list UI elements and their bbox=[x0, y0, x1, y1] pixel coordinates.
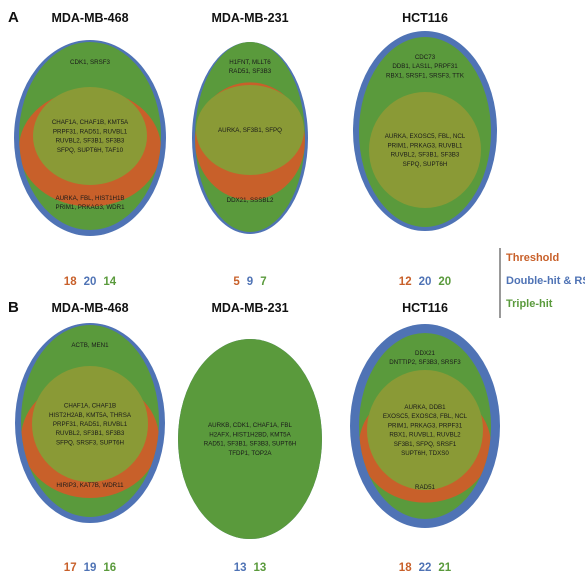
overlap-genes: CHAF1A, CHAF1B bbox=[64, 403, 116, 410]
threshold-only-genes: AURKA, FBL, HIST1H1B bbox=[55, 195, 124, 202]
count-threshold: 17 bbox=[64, 562, 77, 574]
threshold-only-genes: HIRIP3, KAT7B, WDR11 bbox=[56, 482, 124, 489]
overlap-genes: SFPQ, SRSF3, SUPT6H bbox=[56, 439, 124, 446]
legend-triple-hit: Triple-hit bbox=[506, 298, 553, 310]
overlap-genes: SF3B1, SFPQ, SRSF1 bbox=[394, 441, 457, 448]
threshold-only-genes: PRIM1, PRKAG3, WDR1 bbox=[55, 204, 125, 211]
venn-cell: MDA-MB-231 H1FNT, MLLT6 RAD51, SF3B3 AURKA,… bbox=[192, 11, 308, 288]
triple-only-genes: ACTB, MEN1 bbox=[71, 342, 109, 349]
count-threshold: 12 bbox=[399, 276, 412, 288]
set-counts: 12 20 20 bbox=[399, 276, 451, 288]
overlap-genes: SUPT6H, TDXS0 bbox=[401, 450, 449, 457]
count-double-hit-rsa: 20 bbox=[84, 276, 97, 288]
count-double-hit-rsa: 19 bbox=[84, 562, 97, 574]
overlap-genes: PRIM1, PRKAG3, PRPF31 bbox=[388, 422, 463, 429]
count-triple-hit: 13 bbox=[254, 562, 267, 574]
venn-cell: HCT116 DDX21 DNTTIP2, SF3B3, SRSF3 AURKA, D… bbox=[350, 301, 500, 574]
overlap-genes: RBX1, RUVBL1, RUVBL2 bbox=[389, 432, 461, 439]
cell-title: MDA-MB-231 bbox=[211, 301, 288, 315]
venn-cell: HCT116 CDC73 DDB1, LAS1L, PRPF31 RBX1, SRSF… bbox=[353, 11, 497, 288]
legend-double-hit-rsa: Double-hit & RSA bbox=[506, 275, 585, 287]
overlap-genes: RUVBL2, SF3B1, SF3B3 bbox=[56, 138, 125, 145]
count-double-hit-rsa: 22 bbox=[419, 562, 432, 574]
overlap-genes: AURKA, DDB1 bbox=[404, 404, 446, 411]
count-triple-hit: 14 bbox=[103, 276, 116, 288]
legend: Threshold Double-hit & RSA Triple-hit bbox=[499, 248, 585, 318]
triple-only-genes: DDX21 bbox=[415, 350, 436, 357]
threshold-only-genes: RAD51 bbox=[415, 484, 436, 491]
panel-letter: A bbox=[8, 9, 19, 26]
overlap-genes: TFDP1, TOP2A bbox=[228, 450, 272, 457]
count-double-hit-rsa: 9 bbox=[247, 276, 253, 288]
cell-title: MDA-MB-468 bbox=[51, 301, 128, 315]
triple-only-genes: DNTTIP2, SF3B3, SRSF3 bbox=[389, 359, 461, 366]
count-triple-hit: 21 bbox=[438, 562, 451, 574]
count-threshold: 5 bbox=[233, 276, 240, 288]
triple-only-genes: CDK1, SRSF3 bbox=[70, 59, 110, 66]
overlap-genes: SFPQ, SUPT6H, TAF10 bbox=[57, 147, 124, 154]
overlap-genes: AURKA, EXOSC5, FBL, NCL bbox=[385, 133, 466, 140]
triple-only-genes: CDC73 bbox=[415, 54, 436, 61]
count-triple-hit: 20 bbox=[438, 276, 451, 288]
overlap-genes: EXOSC5, EXOSC8, FBL, NCL bbox=[383, 413, 468, 420]
threshold-only-genes: DDX21, SSSBL2 bbox=[227, 197, 274, 204]
venn-cell: MDA-MB-468 CDK1, SRSF3 CHAF1A, CHAF1B, KMT… bbox=[14, 11, 166, 288]
set-counts: 13 13 bbox=[234, 562, 267, 574]
cell-title: HCT116 bbox=[402, 11, 448, 25]
cell-title: MDA-MB-468 bbox=[51, 11, 128, 25]
cell-title: MDA-MB-231 bbox=[211, 11, 288, 25]
count-threshold: 18 bbox=[64, 276, 77, 288]
venn-cell: MDA-MB-468 ACTB, MEN1 CHAF1A, CHAF1B HIST2H… bbox=[15, 301, 165, 574]
overlap-genes: PRIM1, PRKAG3, RUVBL1 bbox=[388, 142, 464, 149]
count-threshold: 18 bbox=[399, 562, 412, 574]
overlap-genes: CHAF1A, CHAF1B, KMT5A bbox=[52, 119, 129, 126]
overlap-region bbox=[369, 92, 481, 208]
panel-a: A MDA-MB-468 CDK1, SRSF3 CHAF1A, CHAF1B, KM… bbox=[8, 9, 497, 288]
count-double-hit-rsa: 20 bbox=[419, 276, 432, 288]
overlap-genes: RUVBL2, SF3B1, SF3B3 bbox=[56, 430, 125, 437]
overlap-genes: HIST2H2AB, KMT5A, THRSA bbox=[49, 412, 132, 419]
count-triple-hit: 16 bbox=[103, 562, 116, 574]
count-double-hit-rsa: 13 bbox=[234, 562, 247, 574]
panel-b: B MDA-MB-468 ACTB, MEN1 CHAF1A, CHAF1B HIST2… bbox=[8, 299, 500, 574]
overlap-region bbox=[196, 85, 304, 175]
overlap-genes: PRPF31, RAD51, RUVBL1 bbox=[53, 421, 128, 428]
cell-title: HCT116 bbox=[402, 301, 448, 315]
legend-threshold: Threshold bbox=[506, 252, 559, 264]
overlap-genes: PRPF31, RAD51, RUVBL1 bbox=[53, 128, 128, 135]
set-counts: 17 19 16 bbox=[64, 562, 116, 574]
panel-letter: B bbox=[8, 299, 19, 316]
triple-only-genes: DDB1, LAS1L, PRPF31 bbox=[392, 63, 458, 70]
venn-cell: MDA-MB-231 AURKB, CDK1, CHAF1A, FBL H2AFX,… bbox=[178, 301, 322, 574]
overlap-region bbox=[367, 370, 483, 490]
overlap-genes: AURKA, SF3B1, SFPQ bbox=[218, 127, 282, 134]
overlap-genes: SFPQ, SUPT6H bbox=[403, 161, 448, 168]
triple-only-genes: H1FNT, MLLT6 bbox=[229, 59, 271, 66]
overlap-genes: RAD51, SF3B1, SF3B3, SUPT6H bbox=[204, 441, 297, 448]
overlap-region bbox=[33, 87, 147, 185]
overlap-region bbox=[32, 366, 148, 482]
count-triple-hit: 7 bbox=[260, 276, 266, 288]
overlap-genes: H2AFX, HIST1H2BD, KMT5A bbox=[209, 431, 291, 438]
triple-only-genes: RBX1, SRSF1, SRSF3, TTK bbox=[386, 72, 465, 79]
set-counts: 18 20 14 bbox=[64, 276, 117, 288]
set-counts: 18 22 21 bbox=[399, 562, 452, 574]
overlap-genes: AURKB, CDK1, CHAF1A, FBL bbox=[208, 422, 292, 429]
overlap-genes: RUVBL2, SF3B1, SF3B3 bbox=[391, 152, 460, 159]
triple-only-genes: RAD51, SF3B3 bbox=[229, 68, 272, 75]
triple-hit-set bbox=[178, 339, 322, 539]
